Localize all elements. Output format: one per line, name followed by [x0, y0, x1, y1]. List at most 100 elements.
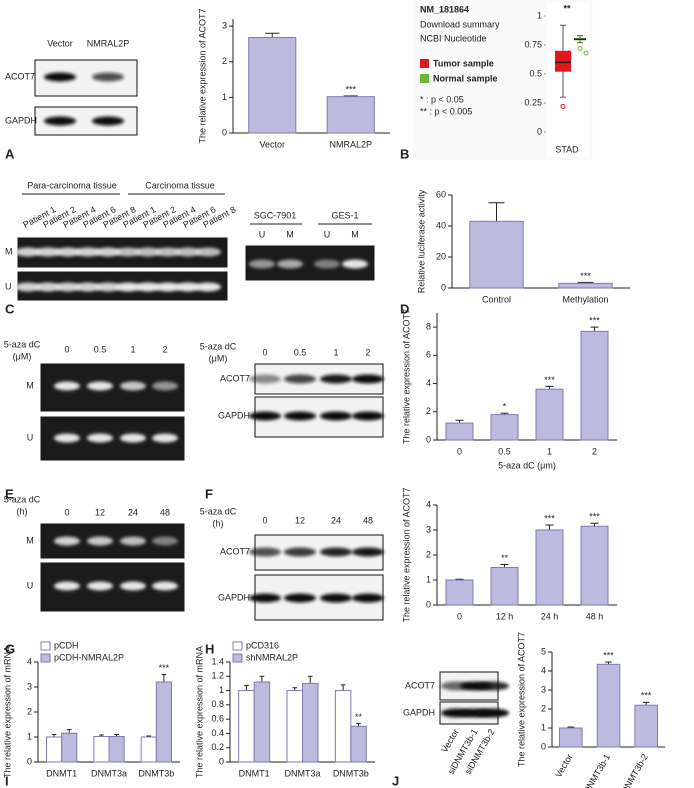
legend-swatch [40, 641, 51, 651]
panel-label: F [205, 486, 213, 501]
x-tick-label: 2 [592, 446, 597, 456]
legend-swatch [420, 59, 429, 68]
blot-band [249, 374, 281, 384]
panel-label: G [5, 641, 15, 656]
y-tick-label: 3 [27, 681, 32, 691]
y-tick-label: 4 [27, 656, 32, 666]
bar [559, 727, 583, 748]
significance-label: * [503, 402, 507, 412]
db-link: NCBI Nucleotide [420, 33, 487, 43]
y-axis-label: The relative expression of ACOT7 [197, 8, 207, 143]
significance-label: ** [355, 712, 363, 722]
gel-band [75, 247, 101, 257]
panel-label: C [5, 301, 15, 316]
y-tick-label: 0.8 [211, 699, 224, 709]
y-axis-label: The relative expression of mRNA [2, 646, 12, 778]
x-tick-label: Control [482, 294, 511, 304]
blot-band [477, 708, 509, 718]
gel-band [155, 247, 181, 257]
gel-band [15, 247, 41, 257]
gel-band [152, 536, 178, 546]
lane-label: 24 [331, 515, 341, 525]
row-label: GAPDH [5, 115, 37, 125]
bar [634, 704, 658, 748]
blot-band [284, 411, 316, 421]
treatment-unit: (h) [213, 518, 224, 528]
x-tick-label: DNMT3b [333, 768, 369, 778]
lane-label: 1 [333, 347, 338, 357]
legend-swatch [232, 641, 243, 651]
significance-label: *** [580, 271, 591, 281]
y-tick-label: 1 [426, 574, 431, 584]
blot-band [249, 547, 281, 557]
gel-band [314, 259, 340, 269]
lane-label: M [286, 229, 294, 239]
gel-band [195, 247, 221, 257]
treatment-label: 5-aza dC [4, 494, 41, 504]
bar [140, 736, 157, 763]
gel-band [120, 536, 146, 546]
y-tick-label: 0 [219, 756, 224, 766]
x-tick-label: Methylation [562, 294, 608, 304]
blot-band [352, 547, 384, 557]
box [555, 50, 571, 72]
bar [286, 690, 303, 763]
lane-label: U [324, 229, 331, 239]
gel-band [75, 282, 101, 292]
y-tick-label: 2 [426, 406, 431, 416]
y-axis-label: Relative luciferase activity [416, 189, 426, 293]
x-tick-label: 48 h [586, 611, 604, 621]
gel-band [152, 581, 178, 591]
y-tick-label: 1 [222, 92, 227, 102]
bar [535, 529, 564, 606]
plot-panel [547, 3, 589, 157]
significance-label: *** [544, 513, 555, 523]
db-link: Download summary [420, 19, 500, 29]
bar [445, 579, 474, 606]
treatment-unit: (μM) [209, 353, 228, 363]
gel-band [35, 282, 61, 292]
y-axis-label: The relative expression of ACOT7 [401, 487, 411, 622]
y-tick-label: 4 [541, 665, 546, 675]
y-tick-label: 1.4 [211, 656, 224, 666]
x-tick-label: 0 [457, 446, 462, 456]
significance-label: ** [563, 3, 571, 13]
blot-band [92, 72, 124, 82]
gel-band [342, 259, 368, 269]
x-tick-label: NMRAL2P [329, 139, 372, 149]
y-tick-label: 4 [426, 499, 431, 509]
y-tick-label: 2 [27, 706, 32, 716]
note: ** : p < 0.005 [420, 106, 472, 116]
significance-label: *** [345, 84, 356, 94]
blot-band [320, 374, 352, 384]
x-tick-label: siDNMT3b-2 [616, 752, 650, 788]
significance-label: *** [544, 375, 555, 385]
outlier [577, 45, 583, 51]
gel-band [152, 381, 178, 391]
y-tick-label: 0.2 [211, 742, 224, 752]
x-tick-label: 1 [547, 446, 552, 456]
gel-band [55, 247, 81, 257]
bar [469, 220, 524, 289]
gel-band [95, 247, 121, 257]
treatment-unit: (μM) [13, 351, 32, 361]
panel-label: B [400, 146, 409, 161]
treatment-label: 5-aza dC [200, 506, 237, 516]
bar [108, 736, 125, 763]
lane-label: M [351, 229, 359, 239]
lane-label: Vector [47, 38, 73, 48]
y-tick-label: 4 [426, 378, 431, 388]
significance-label: *** [641, 691, 652, 701]
blot-band [284, 374, 316, 384]
gel-band [120, 433, 146, 443]
bar [535, 388, 564, 441]
bar [580, 525, 609, 606]
lane-label: NMRAL2P [87, 38, 130, 48]
gel-band [87, 433, 113, 443]
lane-label: U [259, 229, 266, 239]
lane-label: 2 [162, 344, 167, 354]
x-tick-label: DNMT1 [46, 768, 77, 778]
y-tick-label: 5 [541, 646, 546, 656]
y-tick-label: 40 [436, 220, 446, 230]
y-tick-label: 0 [426, 434, 431, 444]
